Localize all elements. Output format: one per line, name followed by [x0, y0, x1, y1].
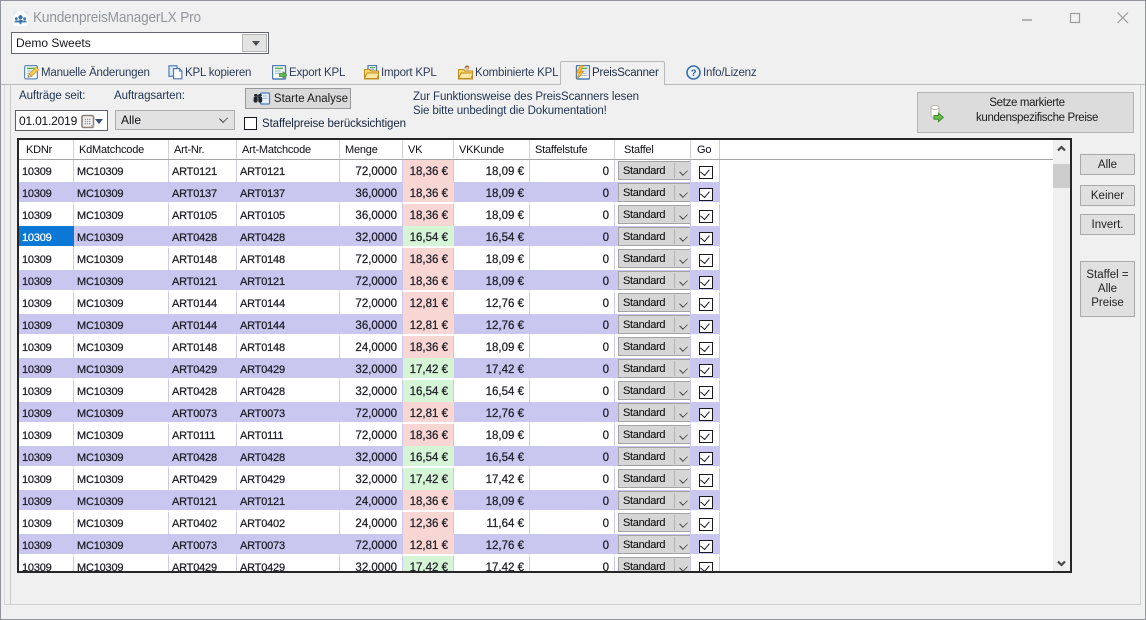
svg-text:?: ? [691, 68, 697, 79]
